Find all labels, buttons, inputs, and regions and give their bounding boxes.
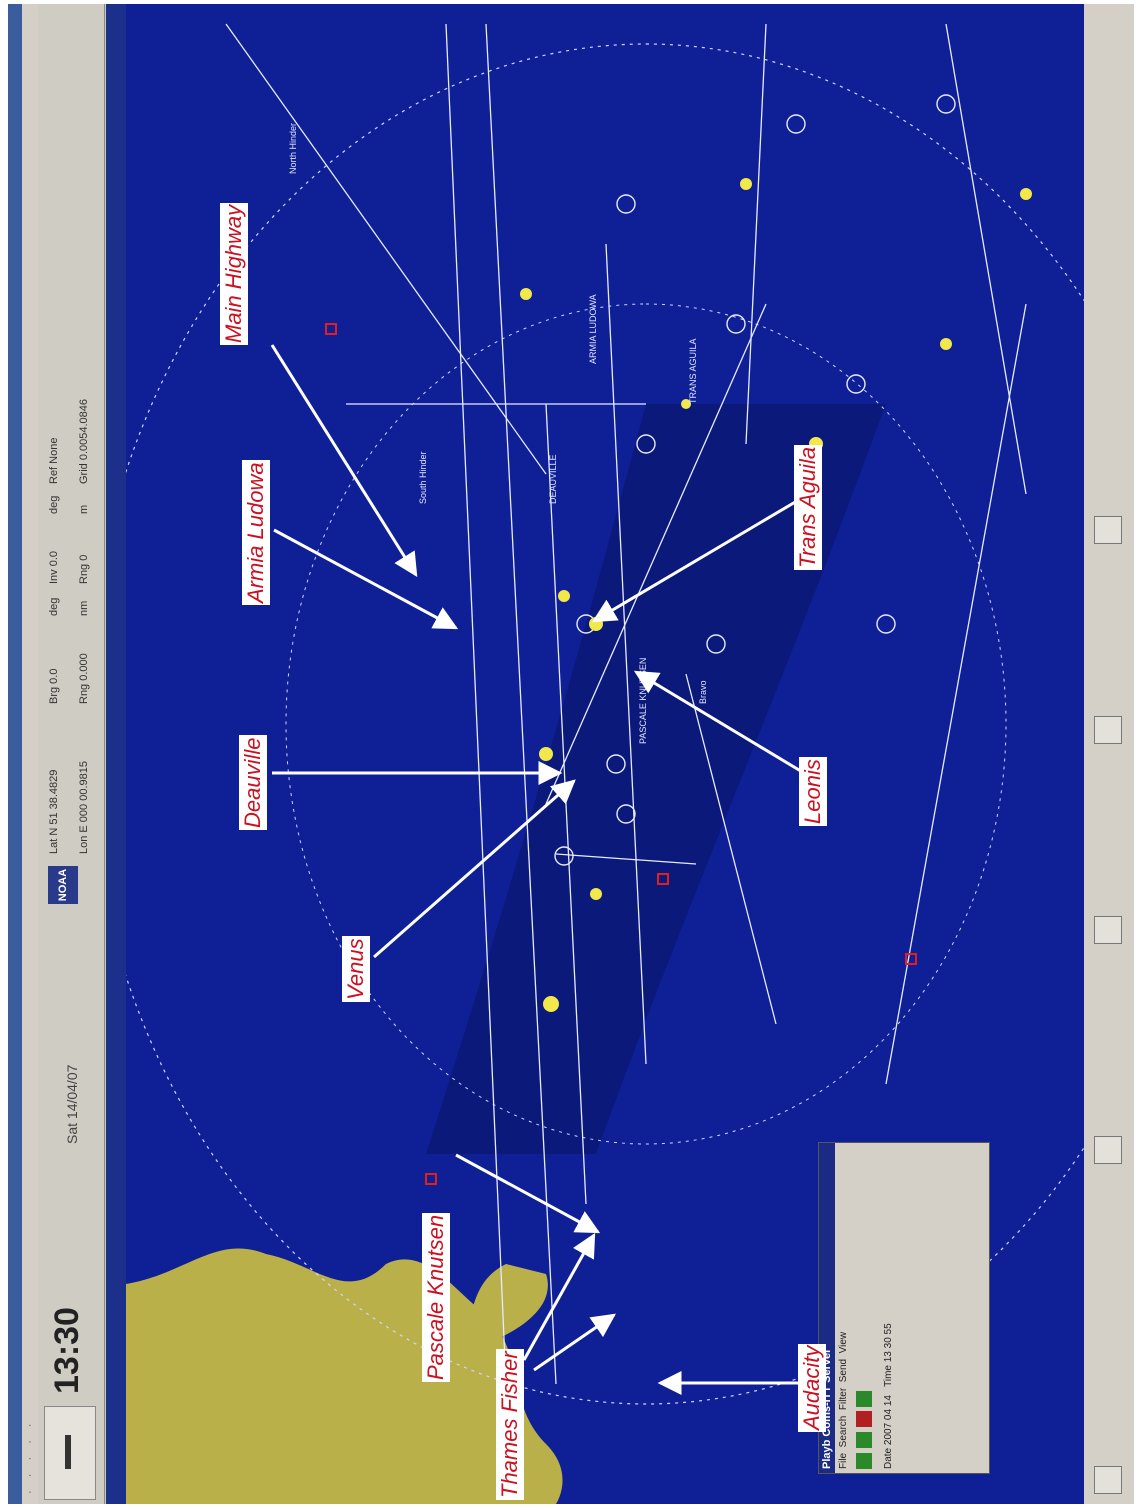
annotation-main-highway: Main Highway: [220, 202, 248, 345]
map-label: Bravo: [698, 680, 708, 704]
deep-water-area: [426, 404, 886, 1154]
rotated-screen: · · · · · 13:30 Sat 14/04/07 NOAA Lat N …: [8, 4, 1134, 1504]
screen-photo-frame: · · · · · 13:30 Sat 14/04/07 NOAA Lat N …: [4, 0, 1134, 1506]
map-label: PASCALE KNUTSEN: [638, 658, 648, 744]
buoy-markers: [554, 94, 956, 866]
map-label: North Hinder: [288, 123, 298, 174]
map-label: TRANS AGUILA: [688, 338, 698, 404]
annotation-pascale-knutsen: Pascale Knutsen: [422, 1212, 450, 1382]
arrow-thames-fisher-b: [533, 1313, 616, 1372]
range-ring: [285, 303, 1007, 1145]
annotation-thames-fisher: Thames Fisher: [496, 1349, 524, 1500]
map-label: South Hinder: [418, 451, 428, 504]
land-mass: [456, 1264, 548, 1354]
chart-canvas[interactable]: PASCALE KNUTSEN TRANS AGUILA ARMIA LUDOW…: [106, 4, 1084, 1504]
land-mass: [126, 1248, 563, 1504]
arrow-main-highway: [270, 344, 418, 578]
arrow-venus: [373, 779, 576, 959]
map-label: ARMIA LUDOWA: [588, 294, 598, 364]
red-fixed-markers: [325, 323, 917, 1185]
annotation-venus: Venus: [342, 936, 370, 1002]
arrow-trans-aguila: [591, 496, 803, 623]
map-svg: PASCALE KNUTSEN TRANS AGUILA ARMIA LUDOW…: [126, 23, 1084, 1504]
arrow-armia-ludowa: [273, 528, 459, 630]
fairway-lines: [225, 23, 1027, 1385]
arrow-leonis: [633, 670, 805, 775]
range-ring: [126, 43, 1084, 1405]
annotation-audacity: Audacity: [798, 1343, 826, 1432]
annotation-trans-aguila: Trans Aguila: [794, 444, 822, 570]
annotation-armia-ludowa: Armia Ludowa: [242, 460, 270, 605]
arrow-thames-fisher-a: [522, 1232, 596, 1361]
map-label: DEAUVILLE: [548, 454, 558, 504]
annotation-deauville: Deauville: [239, 735, 267, 830]
annotation-arrows: [270, 344, 805, 1395]
arrow-pascale-knutsen: [455, 1153, 601, 1234]
annotation-leonis: Leonis: [799, 757, 827, 826]
